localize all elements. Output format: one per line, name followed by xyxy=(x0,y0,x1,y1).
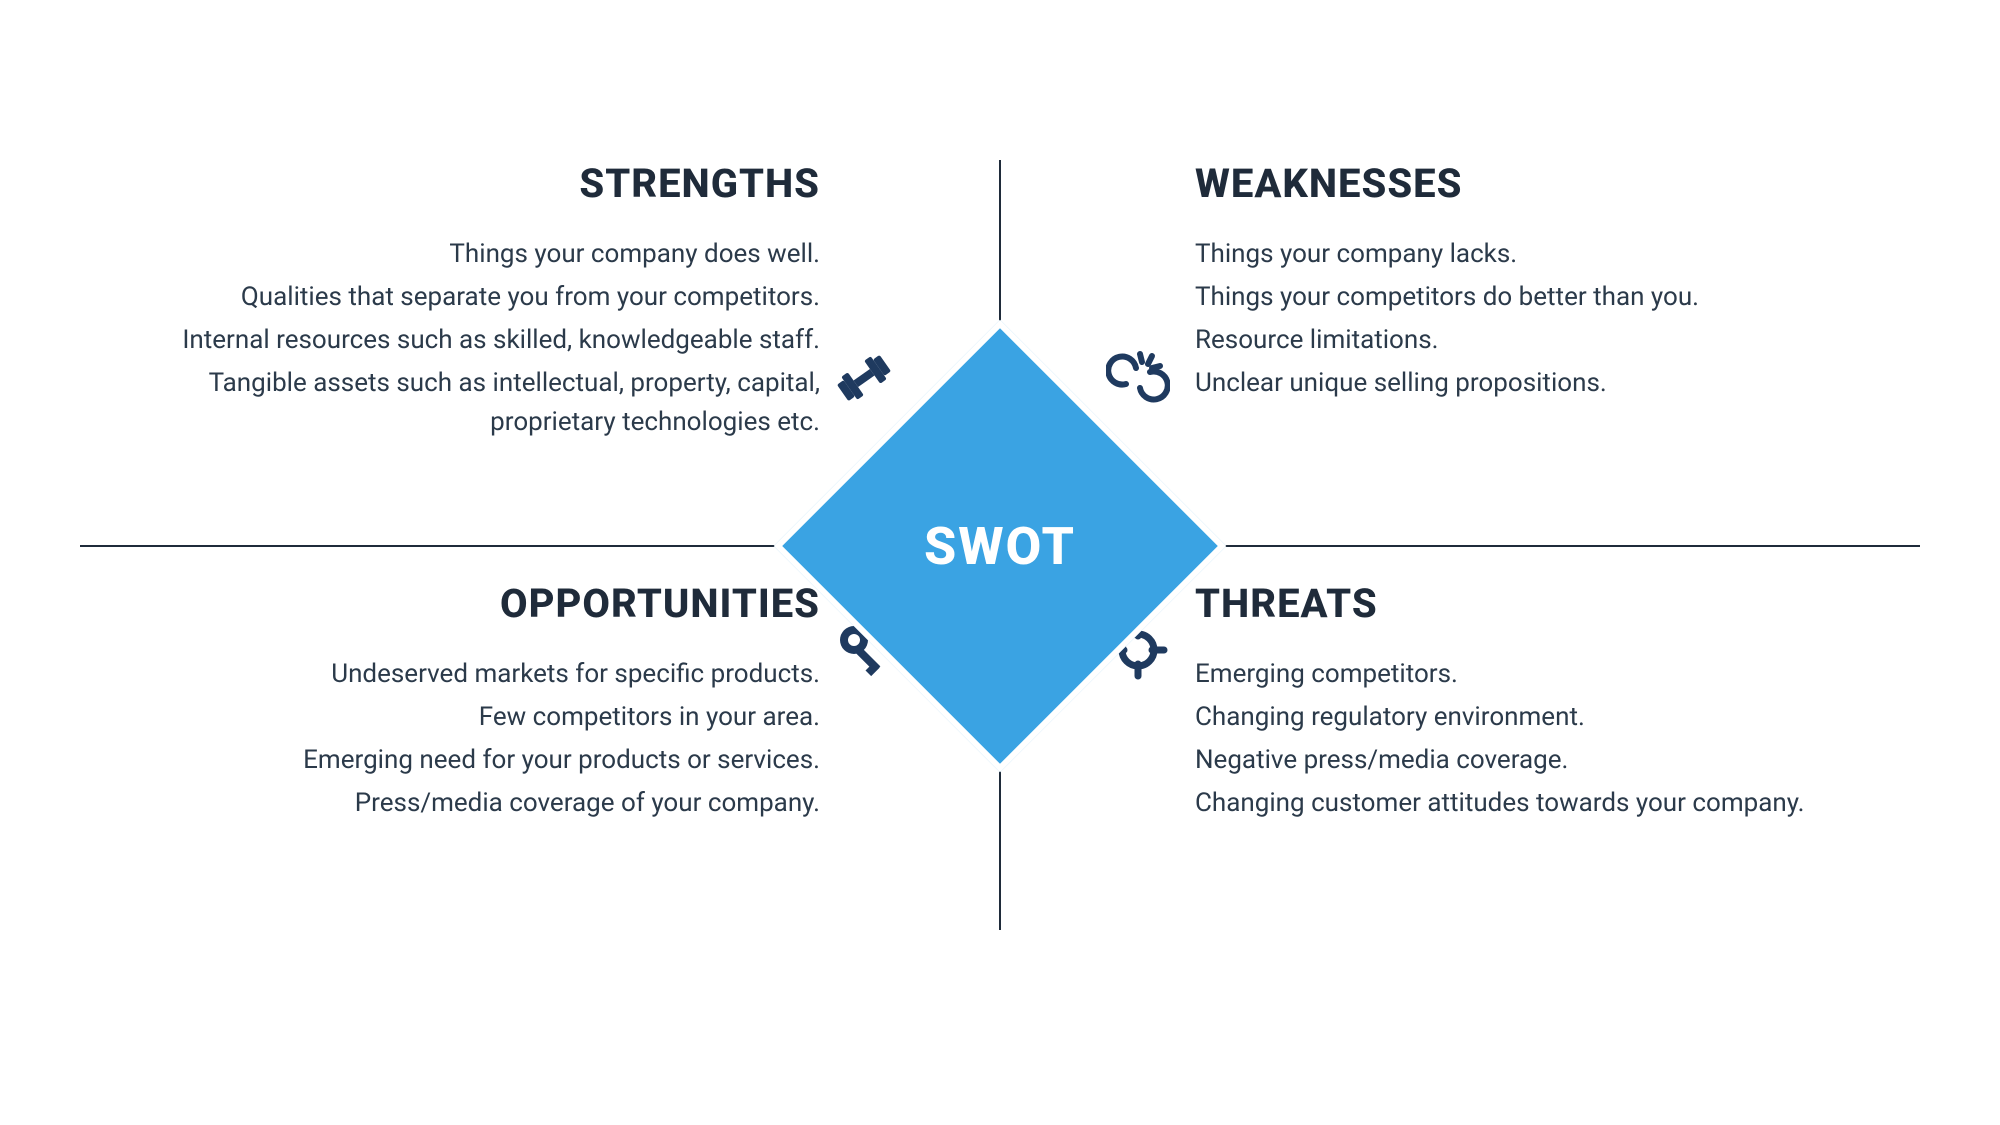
list-item: Undeserved markets for specific products… xyxy=(40,655,820,694)
strengths-title: STRENGTHS xyxy=(40,160,820,207)
list-item: Resource limitations. xyxy=(1195,321,1975,360)
quadrant-weaknesses: WEAKNESSES Things your company lacks. Th… xyxy=(1195,160,1975,407)
list-item: Things your company does well. xyxy=(40,235,820,274)
list-item: Few competitors in your area. xyxy=(40,698,820,737)
threats-items: Emerging competitors. Changing regulator… xyxy=(1195,655,1975,823)
quadrant-threats: THREATS Emerging competitors. Changing r… xyxy=(1195,580,1975,827)
weaknesses-items: Things your company lacks. Things your c… xyxy=(1195,235,1975,403)
list-item: Unclear unique selling propositions. xyxy=(1195,364,1975,403)
list-item: Qualities that separate you from your co… xyxy=(40,278,820,317)
list-item: Things your competitors do better than y… xyxy=(1195,278,1975,317)
list-item: Changing regulatory environment. xyxy=(1195,698,1975,737)
weaknesses-title: WEAKNESSES xyxy=(1195,160,1975,207)
center-diamond: SWOT xyxy=(840,386,1160,706)
list-item: Tangible assets such as intellectual, pr… xyxy=(40,364,820,442)
swot-canvas: STRENGTHS Things your company does well.… xyxy=(0,0,2000,1125)
strengths-items: Things your company does well. Qualities… xyxy=(40,235,820,442)
list-item: Things your company lacks. xyxy=(1195,235,1975,274)
opportunities-items: Undeserved markets for specific products… xyxy=(40,655,820,823)
list-item: Negative press/media coverage. xyxy=(1195,741,1975,780)
opportunities-title: OPPORTUNITIES xyxy=(40,580,820,627)
threats-title: THREATS xyxy=(1195,580,1975,627)
list-item: Internal resources such as skilled, know… xyxy=(40,321,820,360)
list-item: Changing customer attitudes towards your… xyxy=(1195,784,1975,823)
list-item: Emerging need for your products or servi… xyxy=(40,741,820,780)
center-label: SWOT xyxy=(840,386,1160,706)
quadrant-opportunities: OPPORTUNITIES Undeserved markets for spe… xyxy=(40,580,820,827)
list-item: Emerging competitors. xyxy=(1195,655,1975,694)
quadrant-strengths: STRENGTHS Things your company does well.… xyxy=(40,160,820,446)
list-item: Press/media coverage of your company. xyxy=(40,784,820,823)
